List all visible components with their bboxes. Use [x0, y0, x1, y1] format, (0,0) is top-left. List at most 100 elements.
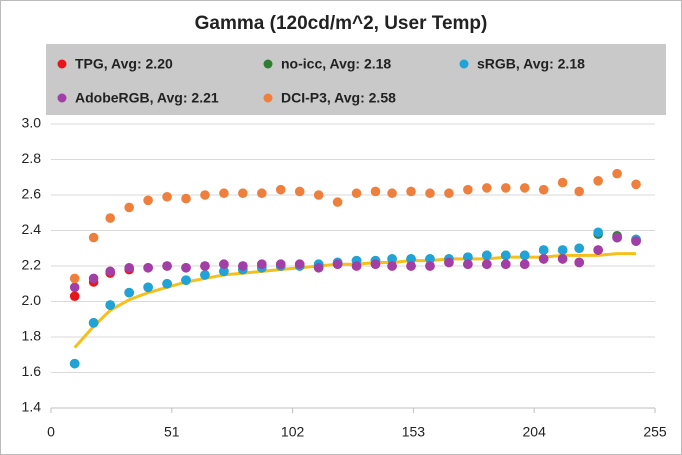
data-point	[219, 188, 229, 199]
x-tick-label: 0	[47, 424, 55, 440]
data-point	[387, 261, 397, 271]
data-point	[69, 273, 80, 284]
data-point	[463, 259, 473, 270]
data-point	[313, 262, 324, 273]
data-point	[69, 282, 80, 293]
x-tick-label: 153	[402, 424, 426, 440]
data-point	[557, 245, 568, 255]
legend-marker	[459, 59, 469, 69]
data-point	[332, 197, 343, 207]
data-point	[294, 186, 305, 197]
legend-marker	[57, 59, 67, 69]
data-point	[425, 254, 435, 264]
data-point	[143, 282, 153, 293]
y-tick-label: 2.8	[22, 150, 42, 166]
data-point	[387, 188, 397, 199]
data-point	[313, 190, 324, 200]
legend-label: TPG, Avg: 2.20	[75, 56, 173, 72]
data-point	[370, 259, 381, 270]
data-point	[463, 252, 473, 262]
data-point	[500, 259, 511, 270]
data-point	[519, 250, 530, 261]
data-point	[257, 259, 267, 270]
legend-box	[46, 44, 666, 115]
data-point	[574, 186, 585, 197]
data-point	[557, 254, 568, 264]
data-point	[612, 232, 622, 243]
data-point	[593, 176, 603, 186]
data-point	[275, 259, 286, 270]
data-point	[143, 195, 153, 206]
data-point	[500, 250, 511, 261]
data-point	[593, 227, 603, 238]
data-point	[275, 184, 286, 195]
data-point	[332, 259, 343, 270]
data-point	[88, 318, 99, 328]
data-point	[69, 291, 80, 301]
y-tick-label: 1.8	[22, 328, 42, 344]
data-point	[162, 278, 172, 289]
legend-marker	[263, 93, 273, 103]
data-point	[538, 254, 549, 264]
data-point	[88, 273, 99, 284]
data-point	[351, 261, 362, 271]
y-tick-label: 1.6	[22, 363, 42, 379]
data-point	[425, 188, 435, 199]
data-point	[406, 261, 416, 271]
x-tick-label: 102	[281, 424, 305, 440]
legend-marker	[57, 93, 67, 103]
data-point	[425, 261, 435, 271]
data-point	[200, 270, 210, 280]
data-point	[557, 177, 568, 188]
data-point	[612, 168, 622, 179]
data-point	[257, 188, 267, 199]
data-point	[162, 261, 172, 271]
data-point	[219, 266, 229, 277]
data-point	[219, 259, 229, 270]
data-point	[631, 179, 641, 190]
y-tick-label: 2.0	[22, 292, 42, 308]
data-point	[238, 261, 248, 271]
data-point	[200, 190, 210, 200]
x-tick-label: 204	[523, 424, 547, 440]
data-point	[105, 300, 116, 310]
data-point	[181, 193, 191, 204]
data-point	[105, 213, 116, 223]
data-point	[143, 262, 153, 273]
data-point	[538, 184, 549, 195]
legend-label: no-icc, Avg: 2.18	[281, 56, 391, 72]
data-point	[238, 188, 248, 199]
data-point	[370, 186, 381, 197]
data-point	[482, 259, 492, 270]
data-point	[574, 257, 585, 268]
data-point	[162, 191, 172, 202]
y-tick-label: 2.4	[22, 221, 42, 237]
legend-label: sRGB, Avg: 2.18	[477, 56, 585, 72]
data-point	[387, 254, 397, 264]
data-point	[519, 259, 530, 270]
data-point	[351, 188, 362, 199]
data-point	[444, 257, 454, 268]
data-point	[593, 245, 603, 255]
legend-label: AdobeRGB, Avg: 2.21	[75, 90, 219, 106]
data-point	[444, 188, 454, 199]
data-point	[69, 358, 80, 369]
data-point	[574, 243, 585, 254]
data-point	[181, 262, 191, 273]
legend-label: DCI-P3, Avg: 2.58	[281, 90, 396, 106]
data-point	[88, 232, 99, 243]
y-tick-label: 2.2	[22, 257, 42, 273]
data-point	[538, 245, 549, 255]
data-point	[500, 183, 511, 193]
data-point	[463, 184, 473, 195]
legend-marker	[263, 59, 273, 69]
data-point	[200, 261, 210, 271]
data-point	[294, 259, 305, 270]
data-point	[124, 262, 134, 273]
data-point	[482, 183, 492, 193]
data-point	[482, 250, 492, 261]
x-tick-label: 51	[164, 424, 180, 440]
data-point	[124, 202, 134, 213]
y-tick-label: 3.0	[22, 115, 42, 131]
